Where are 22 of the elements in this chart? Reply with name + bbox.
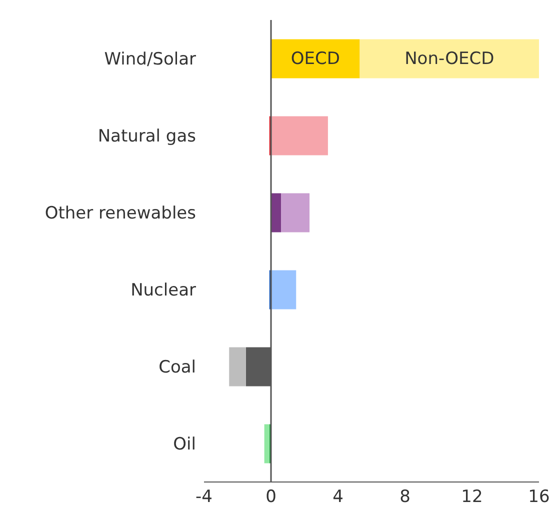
y-tick-label: Nuclear	[130, 280, 196, 301]
bar	[271, 193, 282, 232]
y-tick-label: Other renewables	[44, 204, 196, 224]
bar	[264, 424, 270, 464]
x-tick-label: -4	[196, 487, 212, 508]
x-tick-label: 16	[528, 487, 550, 508]
y-tick-label: Wind/Solar	[104, 50, 196, 70]
bar	[360, 39, 539, 78]
bar	[229, 347, 246, 386]
x-tick-label: 0	[266, 487, 276, 508]
bar	[271, 39, 360, 78]
x-tick-label: 12	[461, 487, 483, 508]
y-tick-label: Natural gas	[98, 126, 196, 147]
bar	[271, 270, 296, 310]
y-tick-label: Oil	[173, 434, 196, 455]
bar	[281, 193, 310, 232]
x-tick-label: 8	[400, 487, 410, 508]
series-label: OECD	[290, 48, 340, 69]
bar	[271, 116, 328, 156]
y-tick-label: Coal	[158, 358, 196, 378]
series-label: Non-OECD	[404, 48, 494, 69]
x-tick-label: 4	[332, 487, 344, 508]
